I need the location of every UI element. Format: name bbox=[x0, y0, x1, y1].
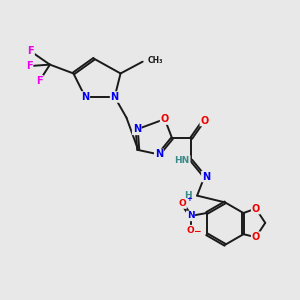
Text: N: N bbox=[187, 212, 194, 220]
Text: N: N bbox=[133, 124, 141, 134]
Text: N: N bbox=[155, 149, 163, 159]
Text: H: H bbox=[184, 191, 192, 200]
Text: O: O bbox=[178, 199, 186, 208]
Text: O: O bbox=[200, 116, 208, 126]
Text: HN: HN bbox=[175, 156, 190, 165]
Text: −: − bbox=[194, 226, 201, 236]
Text: O: O bbox=[252, 232, 260, 242]
Text: N: N bbox=[81, 92, 89, 102]
Text: O: O bbox=[160, 114, 169, 124]
Text: F: F bbox=[27, 46, 34, 56]
Text: F: F bbox=[26, 61, 33, 71]
Text: N: N bbox=[111, 92, 119, 102]
Text: CH₃: CH₃ bbox=[148, 56, 164, 65]
Text: F: F bbox=[36, 76, 43, 86]
Text: N: N bbox=[202, 172, 210, 182]
Text: O: O bbox=[187, 226, 194, 235]
Text: +: + bbox=[186, 196, 192, 202]
Text: O: O bbox=[252, 204, 260, 214]
